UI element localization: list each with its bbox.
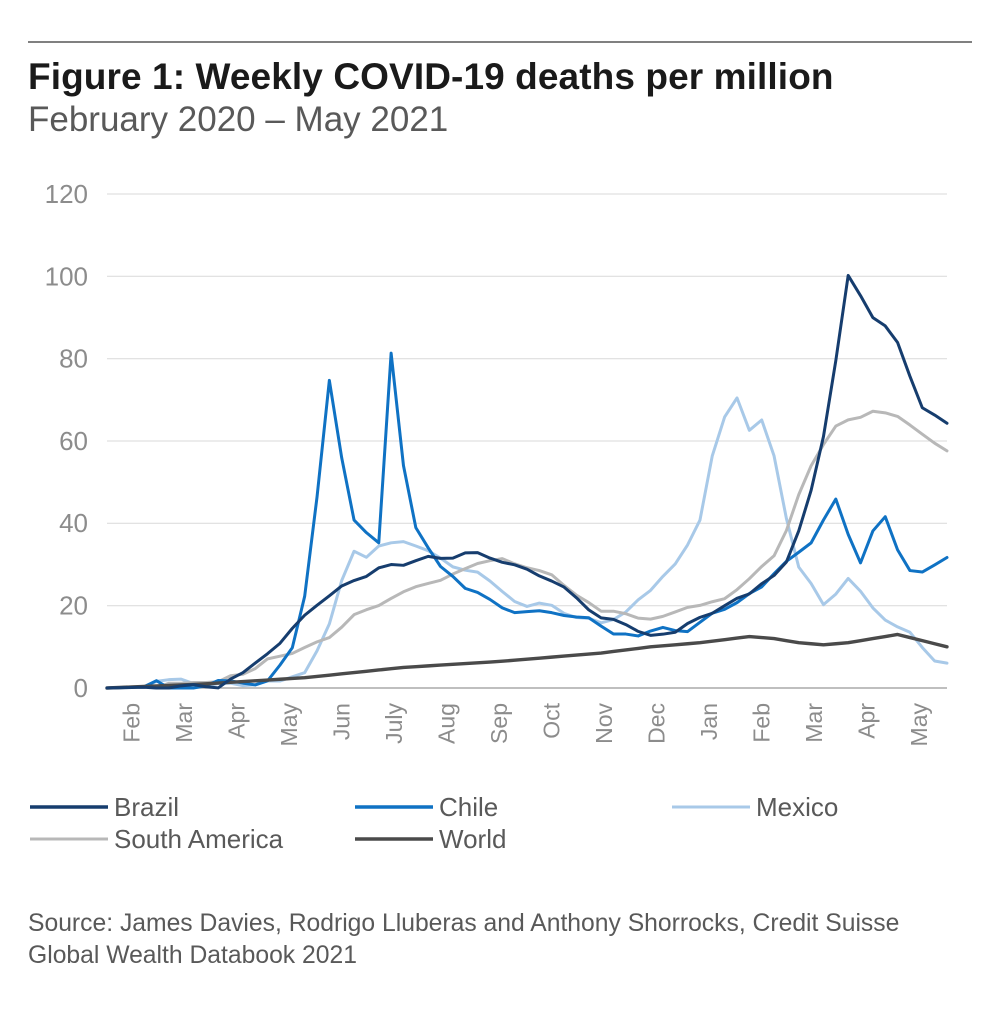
svg-text:Jan: Jan <box>696 703 722 740</box>
svg-text:20: 20 <box>59 591 88 621</box>
svg-text:80: 80 <box>59 344 88 374</box>
svg-text:100: 100 <box>45 262 88 292</box>
svg-text:May: May <box>276 703 302 747</box>
svg-text:Brazil: Brazil <box>114 792 179 822</box>
svg-text:Feb: Feb <box>748 703 774 743</box>
svg-text:Nov: Nov <box>591 703 617 744</box>
svg-text:Oct: Oct <box>538 702 564 738</box>
svg-text:120: 120 <box>45 179 88 209</box>
svg-text:0: 0 <box>74 673 88 703</box>
svg-text:Apr: Apr <box>853 703 879 739</box>
svg-text:South America: South America <box>114 824 284 852</box>
svg-text:Chile: Chile <box>439 792 498 822</box>
svg-text:Mar: Mar <box>171 703 197 743</box>
svg-text:40: 40 <box>59 508 88 538</box>
svg-text:Mar: Mar <box>801 703 827 743</box>
svg-text:60: 60 <box>59 426 88 456</box>
svg-text:Dec: Dec <box>643 703 669 744</box>
svg-text:Feb: Feb <box>118 703 144 743</box>
svg-text:Sep: Sep <box>486 703 512 744</box>
svg-text:May: May <box>906 703 932 747</box>
svg-text:Apr: Apr <box>223 703 249 739</box>
svg-text:Jun: Jun <box>328 703 354 740</box>
svg-text:Mexico: Mexico <box>756 792 838 822</box>
svg-text:World: World <box>439 824 506 852</box>
svg-text:July: July <box>381 703 407 744</box>
svg-text:Aug: Aug <box>433 703 459 744</box>
